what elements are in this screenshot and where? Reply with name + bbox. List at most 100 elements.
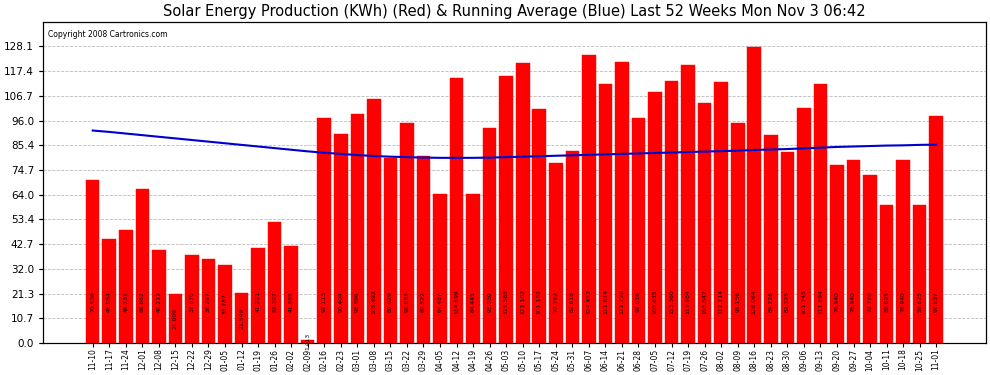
Text: 93.030: 93.030 xyxy=(487,291,492,312)
Text: 59.625: 59.625 xyxy=(917,291,922,312)
Text: 78.940: 78.940 xyxy=(901,291,906,312)
Title: Solar Energy Production (KWh) (Red) & Running Average (Blue) Last 52 Weeks Mon N: Solar Energy Production (KWh) (Red) & Ru… xyxy=(163,4,866,19)
Text: 52.307: 52.307 xyxy=(272,291,277,312)
Bar xyxy=(301,340,315,343)
Bar xyxy=(268,222,281,343)
Bar xyxy=(400,123,414,343)
Text: 90.404: 90.404 xyxy=(339,291,344,312)
Bar xyxy=(202,259,215,343)
Text: 33.787: 33.787 xyxy=(223,294,228,314)
Text: 36.297: 36.297 xyxy=(206,291,211,312)
Bar xyxy=(86,180,99,343)
Text: 40.212: 40.212 xyxy=(156,291,161,312)
Text: 66.662: 66.662 xyxy=(140,291,145,312)
Bar xyxy=(880,205,893,343)
Bar xyxy=(168,294,182,343)
Bar xyxy=(499,75,513,343)
Text: 111.894: 111.894 xyxy=(818,289,823,314)
Bar xyxy=(136,189,149,343)
Bar xyxy=(615,62,629,343)
Text: 78.940: 78.940 xyxy=(851,291,856,312)
Text: 103.642: 103.642 xyxy=(702,289,707,314)
Bar xyxy=(218,265,232,343)
Text: 114.699: 114.699 xyxy=(454,289,459,314)
Bar xyxy=(350,114,364,343)
Text: Copyright 2008 Cartronics.com: Copyright 2008 Cartronics.com xyxy=(48,30,167,39)
Text: 112.714: 112.714 xyxy=(719,289,724,314)
Text: 119.984: 119.984 xyxy=(686,289,691,314)
Bar xyxy=(533,109,546,343)
Text: 64.487: 64.487 xyxy=(438,291,443,312)
Text: 97.016: 97.016 xyxy=(636,291,641,312)
Text: 89.726: 89.726 xyxy=(768,291,773,312)
Bar xyxy=(483,128,496,343)
Bar xyxy=(665,81,678,343)
Bar xyxy=(814,84,828,343)
Bar xyxy=(318,118,331,343)
Text: 121.102: 121.102 xyxy=(520,289,526,314)
Bar xyxy=(516,63,530,343)
Bar xyxy=(747,46,761,343)
Bar xyxy=(681,65,695,343)
Bar xyxy=(913,205,927,343)
Bar xyxy=(599,84,612,343)
Text: 41.221: 41.221 xyxy=(255,291,260,312)
Bar xyxy=(896,160,910,343)
Bar xyxy=(764,135,777,343)
Bar xyxy=(185,255,199,343)
Text: 64.445: 64.445 xyxy=(470,291,475,312)
Text: 70.636: 70.636 xyxy=(90,291,95,312)
Bar xyxy=(831,165,843,343)
Text: 48.731: 48.731 xyxy=(124,291,129,312)
Bar xyxy=(466,194,480,343)
Text: 128.064: 128.064 xyxy=(751,289,756,314)
Text: 101.182: 101.182 xyxy=(537,289,542,314)
Text: 124.452: 124.452 xyxy=(586,289,591,314)
Bar xyxy=(565,152,579,343)
Text: 82.325: 82.325 xyxy=(785,291,790,312)
Text: 98.896: 98.896 xyxy=(354,291,359,312)
Text: 21.549: 21.549 xyxy=(239,308,245,328)
Text: 105.492: 105.492 xyxy=(371,289,376,314)
Text: 95.156: 95.156 xyxy=(736,291,741,312)
Bar xyxy=(648,92,662,343)
Bar xyxy=(846,160,860,343)
Bar xyxy=(235,293,248,343)
Bar xyxy=(251,248,265,343)
Text: 21.009: 21.009 xyxy=(173,308,178,329)
Text: 115.568: 115.568 xyxy=(504,289,509,314)
Bar xyxy=(334,134,347,343)
Bar xyxy=(119,230,133,343)
Text: 82.818: 82.818 xyxy=(570,291,575,312)
Text: 101.745: 101.745 xyxy=(801,289,807,314)
Text: 97.937: 97.937 xyxy=(934,291,939,312)
Bar xyxy=(797,108,811,343)
Bar xyxy=(632,118,645,343)
Bar xyxy=(780,153,794,343)
Text: 59.625: 59.625 xyxy=(884,291,889,312)
Text: 72.760: 72.760 xyxy=(867,291,872,312)
Text: 95.033: 95.033 xyxy=(405,291,410,312)
Bar xyxy=(417,156,431,343)
Text: 111.874: 111.874 xyxy=(603,289,608,314)
Bar xyxy=(715,82,728,343)
Text: 41.885: 41.885 xyxy=(289,291,294,312)
Text: 80.822: 80.822 xyxy=(421,291,426,312)
Bar xyxy=(930,116,943,343)
Bar xyxy=(582,55,596,343)
Bar xyxy=(698,103,712,343)
Text: 45.084: 45.084 xyxy=(107,291,112,312)
Text: 113.360: 113.360 xyxy=(669,289,674,314)
Bar xyxy=(863,175,877,343)
Bar xyxy=(384,158,397,343)
Text: 108.635: 108.635 xyxy=(652,289,657,314)
Text: 97.113: 97.113 xyxy=(322,291,327,312)
Text: 37.970: 37.970 xyxy=(189,291,194,312)
Bar xyxy=(152,250,165,343)
Text: 77.762: 77.762 xyxy=(553,291,558,312)
Text: 121.220: 121.220 xyxy=(620,289,625,314)
Text: 80.029: 80.029 xyxy=(388,291,393,312)
Text: 1.413: 1.413 xyxy=(305,333,310,350)
Bar xyxy=(367,99,380,343)
Bar xyxy=(549,163,562,343)
